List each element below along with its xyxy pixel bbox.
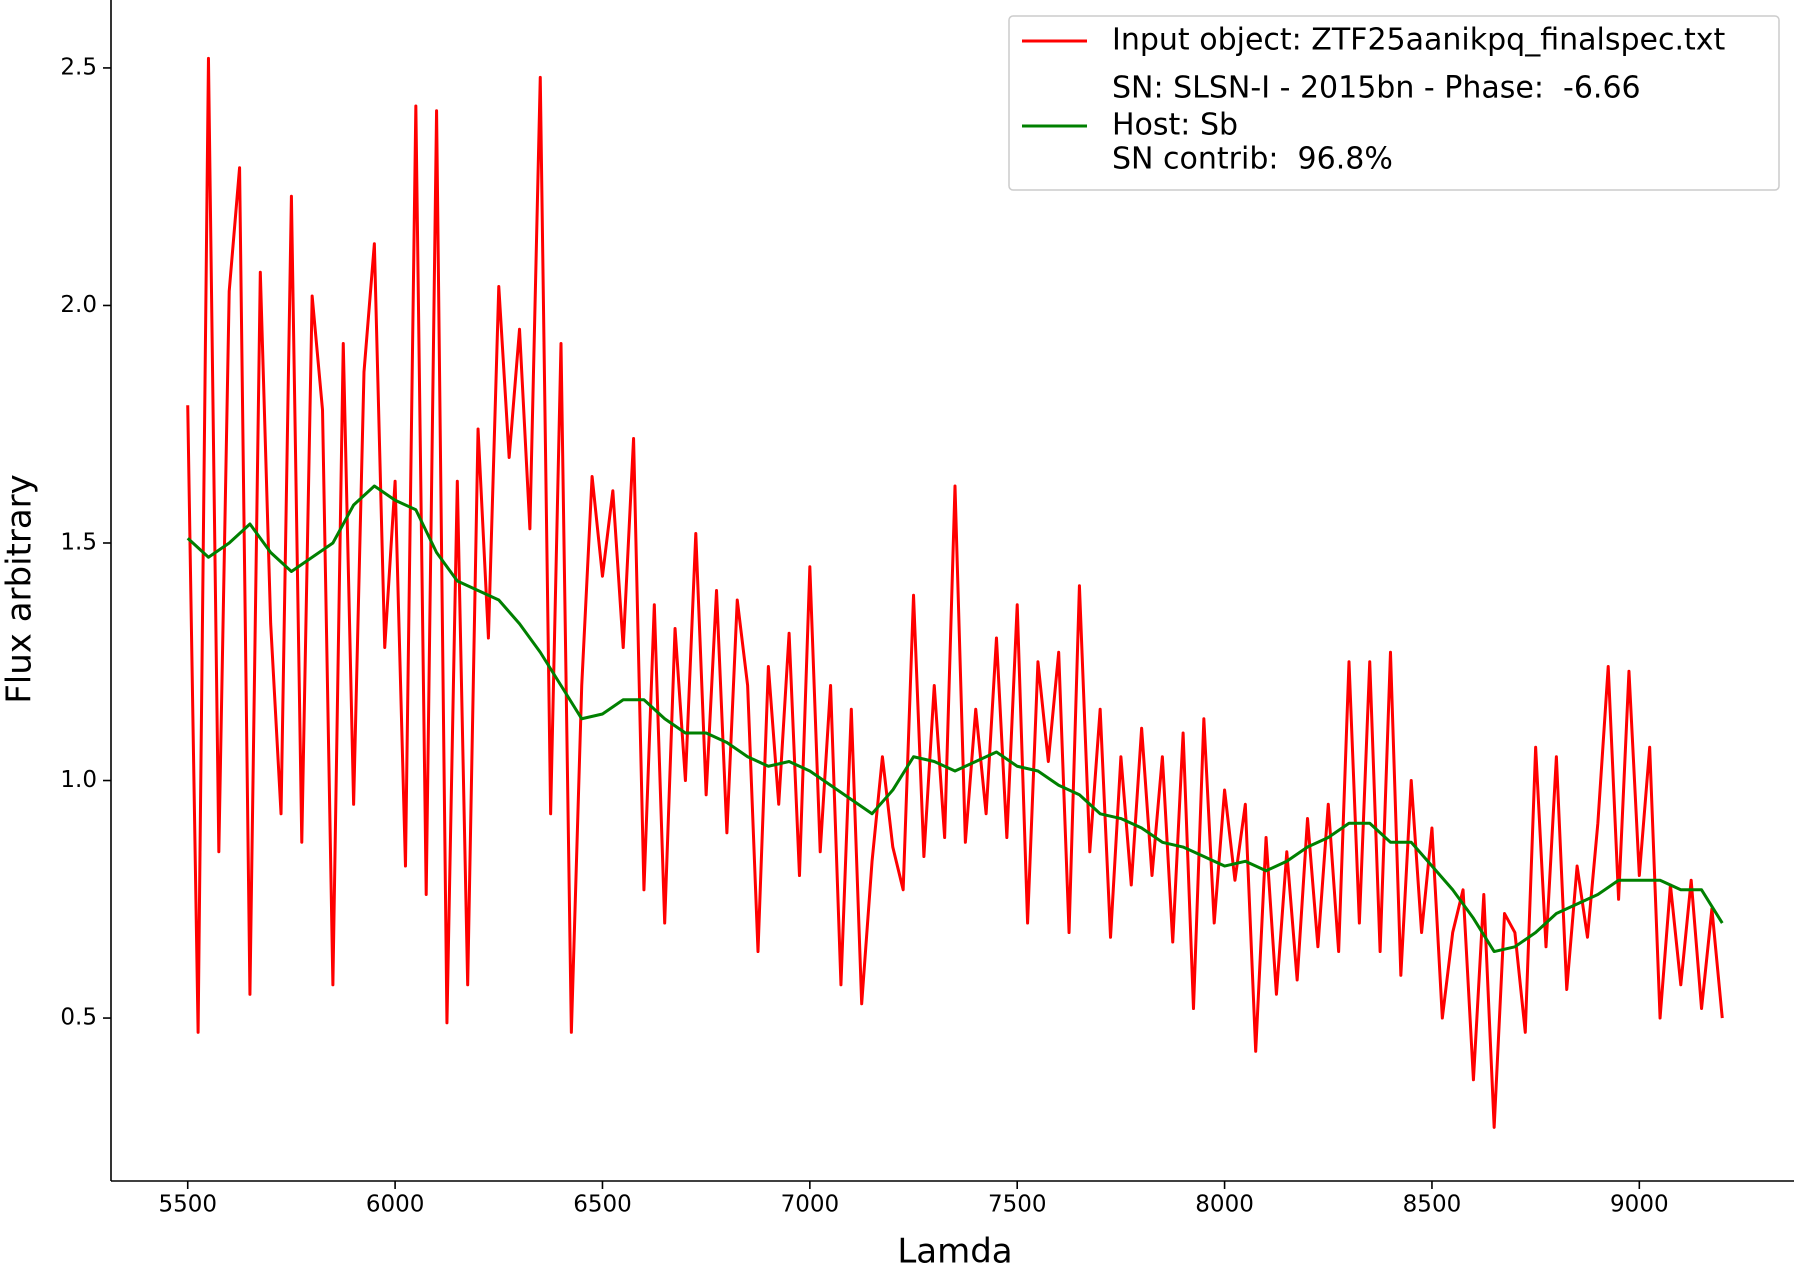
x-tick-label: 9000 — [1610, 1192, 1669, 1218]
legend-note: SN: SLSN-I - 2015bn - Phase: -6.66 — [1112, 71, 1641, 106]
legend: Input object: ZTF25aanikpq_finalspec.txt… — [1008, 15, 1780, 191]
x-tick-label: 5500 — [158, 1192, 217, 1218]
legend-label: Host: Sb — [1112, 108, 1238, 143]
plot-area — [186, 56, 1724, 1129]
x-tick-label: 6000 — [366, 1192, 425, 1218]
data-line — [186, 56, 1724, 1129]
x-tick-label: 6500 — [573, 1192, 632, 1218]
x-axis-label: Lamda — [897, 1232, 1012, 1271]
x-tick-label: 7000 — [781, 1192, 840, 1218]
y-tick-label: 0.5 — [60, 1005, 97, 1031]
x-tick-label: 8500 — [1403, 1192, 1462, 1218]
y-tick-label: 1.5 — [60, 529, 97, 555]
legend-note: SN contrib: 96.8% — [1112, 142, 1393, 177]
x-tick-label: 7500 — [988, 1192, 1047, 1218]
x-tick-label: 8000 — [1195, 1192, 1254, 1218]
legend-label: Input object: ZTF25aanikpq_finalspec.txt — [1112, 23, 1725, 58]
y-tick-label: 2.0 — [60, 292, 97, 318]
legend-box — [1008, 15, 1780, 191]
y-tick-label: 2.5 — [60, 54, 97, 80]
y-tick-label: 1.0 — [60, 767, 97, 793]
y-axis-label: Flux arbitrary — [0, 474, 40, 704]
data-line — [186, 484, 1724, 954]
